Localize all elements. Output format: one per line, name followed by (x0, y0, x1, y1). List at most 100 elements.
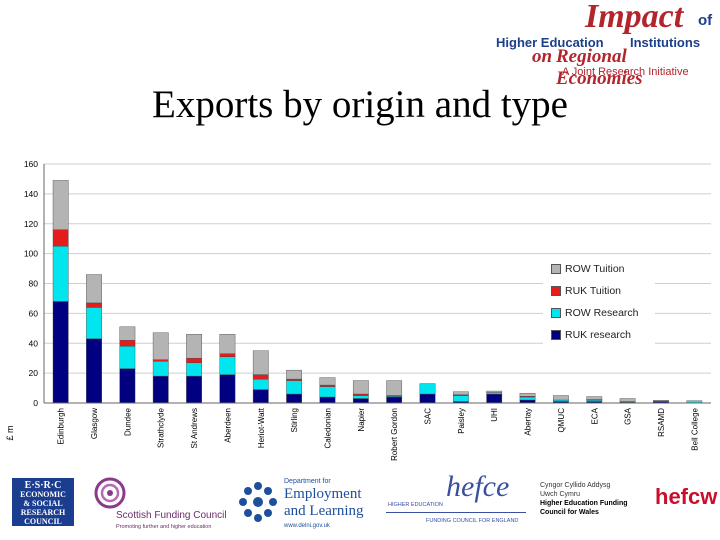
x-tick-label: Bell College (690, 407, 699, 450)
impact-banner: Impact of Higher Education Institutions … (490, 0, 718, 89)
bar-segment-ruk-tuition (286, 378, 302, 381)
bar-segment-ruk-tuition (186, 357, 202, 363)
x-tick-label: St Andrews (190, 408, 199, 448)
banner-of-word: of (698, 12, 713, 29)
bar-segment-row-research (519, 396, 536, 401)
bar-segment-row-tuition (219, 334, 236, 354)
sfc-swirl-icon (94, 477, 126, 509)
bar-segment-ruk-research (119, 368, 136, 404)
x-tick-label: ECA (590, 407, 599, 424)
bar-segment-row-research (186, 362, 202, 377)
legend-label: RUK research (565, 329, 631, 341)
banner-line2: Regional Economies (556, 46, 643, 89)
bar-segment-ruk-research (252, 389, 269, 404)
bar-segment-row-tuition (52, 180, 69, 230)
bar-segment-row-tuition (553, 395, 569, 401)
bar-segment-ruk-research (219, 374, 236, 404)
esrc-line2: ECONOMIC (20, 490, 66, 499)
banner-on-word: on (532, 46, 553, 67)
bar-segment-row-tuition (519, 393, 536, 397)
bar-segment-row-research (86, 307, 102, 339)
bar-segment-ruk-tuition (352, 393, 369, 396)
del-line0: Department for (284, 478, 331, 485)
hefce-rule (386, 512, 526, 513)
del-url: www.delni.gov.uk (284, 523, 330, 529)
bar-segment-row-tuition (152, 332, 169, 360)
hefcw-welsh-line2: Uwch Cymru (540, 491, 581, 498)
y-axis-label: £ m (5, 425, 15, 440)
bar-segment-ruk-tuition (86, 302, 102, 308)
x-tick-label: QMUC (557, 408, 566, 433)
hefcw-brand: hefcw (655, 484, 718, 509)
x-tick-label: Paisley (457, 408, 466, 434)
esrc-logo: E·S·R·C ECONOMIC & SOCIAL RESEARCH COUNC… (12, 478, 74, 526)
hefcw-english-line2: Council for Wales (540, 509, 599, 516)
hefce-logo: hefce HIGHER EDUCATION FUNDING COUNCIL F… (386, 470, 526, 536)
legend-label: RUK Tuition (565, 285, 622, 297)
bar-segment-ruk-tuition (219, 353, 236, 357)
bar-segment-row-tuition (486, 390, 503, 393)
x-tick-label: Edinburgh (57, 408, 66, 444)
bar-segment-ruk-research (419, 393, 436, 404)
hefcw-logo: Cyngor Cyllido Addysg Uwch Cymru Higher … (540, 482, 718, 536)
bar-segment-ruk-research (186, 375, 202, 404)
sfc-name: Scottish Funding Council (116, 510, 227, 521)
bar-segment-row-research (119, 346, 136, 369)
chart-axes: 0 20 40 60 80 100 120 140 160 Edinburgh Glasgow Dun… (24, 159, 711, 461)
y-tick-label: 40 (29, 338, 39, 348)
esrc-line1: E·S·R·C (24, 480, 62, 491)
bar-segment-row-research (219, 356, 236, 375)
legend-swatch (551, 264, 561, 274)
bar-segment-ruk-research (386, 396, 403, 404)
x-tick-label: UHI (490, 408, 499, 422)
bar-segment-row-tuition (586, 396, 603, 400)
x-tick-label: GSA (624, 407, 633, 425)
bar-segment-ruk-tuition (152, 359, 169, 362)
funder-logos: E·S·R·C ECONOMIC & SOCIAL RESEARCH COUNC… (0, 462, 720, 540)
bar-segment-row-research (252, 378, 269, 390)
esrc-line4: RESEARCH (20, 508, 66, 517)
x-tick-label: SAC (424, 408, 433, 425)
sfc-logo: Scottish Funding Council Promoting furth… (86, 472, 227, 536)
y-tick-label: 120 (24, 219, 38, 229)
x-tick-label: Heriot-Watt (257, 407, 266, 448)
bar-segment-row-tuition (619, 398, 636, 402)
x-tick-label: Stirling (290, 408, 299, 432)
bar-segment-row-research (52, 245, 69, 302)
hefcw-english-line1: Higher Education Funding (540, 500, 628, 507)
legend-entry: RUK research (551, 328, 631, 342)
bar-segment-ruk-research (319, 396, 336, 404)
bar-segment-ruk-research (152, 375, 169, 404)
legend-entry: ROW Tuition (551, 262, 625, 276)
banner-line1: Higher Education (496, 35, 604, 50)
bar-segment-row-tuition (386, 380, 403, 396)
slide-title: Exports by origin and type (152, 83, 568, 126)
bar-segment-row-tuition (653, 400, 669, 402)
y-tick-label: 0 (33, 398, 38, 408)
chart-legend: ROW Tuition RUK Tuition ROW Research RUK… (543, 258, 655, 348)
bar-segment-ruk-tuition (52, 229, 69, 247)
bar-segment-row-research (319, 386, 336, 398)
bar-segment-row-tuition (286, 369, 302, 380)
y-tick-label: 140 (24, 189, 38, 199)
del-logo: Department for Employment and Learning w… (236, 472, 368, 536)
del-line1: Employment (284, 486, 362, 502)
y-tick-label: 160 (24, 159, 38, 169)
x-tick-label: Glasgow (90, 408, 99, 439)
esrc-line3: & SOCIAL (23, 499, 63, 508)
y-tick-label: 60 (29, 308, 39, 318)
bar-segment-ruk-tuition (319, 384, 336, 387)
legend-label: ROW Research (565, 307, 639, 319)
bar-segment-row-tuition (352, 380, 369, 395)
hefce-line2: FUNDING COUNCIL FOR ENGLAND (426, 518, 519, 524)
bar-segment-ruk-research (86, 338, 102, 404)
bar-segment-row-tuition (186, 334, 202, 359)
bar-segment-row-research (453, 395, 469, 402)
bar-segment-row-tuition (119, 326, 136, 341)
x-tick-label: Strathclyde (157, 407, 166, 448)
esrc-line5: COUNCIL (24, 517, 62, 526)
bar-segment-row-tuition (86, 274, 102, 304)
x-tick-label: Caledonian (323, 408, 332, 448)
hefcw-welsh-line1: Cyngor Cyllido Addysg (540, 482, 611, 489)
hefce-line1: HIGHER EDUCATION (388, 502, 443, 508)
